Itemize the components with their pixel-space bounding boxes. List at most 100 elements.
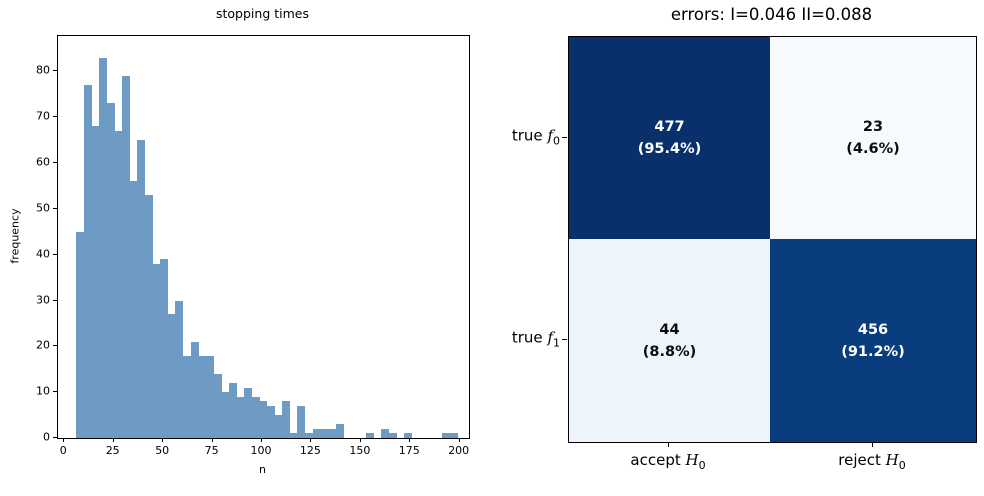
hist-bar xyxy=(114,130,123,438)
cm-cell-percent: (8.8%) xyxy=(642,343,697,360)
y-tick xyxy=(53,116,57,118)
hist-bar xyxy=(213,373,222,438)
y-tick xyxy=(53,207,57,209)
cm-col-tick xyxy=(668,442,669,447)
hist-bars-layer xyxy=(58,36,469,438)
hist-bar xyxy=(121,75,130,438)
x-tick xyxy=(162,438,164,442)
hist-bar xyxy=(83,85,92,438)
cm-col-label-symbol: H xyxy=(885,451,899,469)
cm-row-tick xyxy=(562,339,567,340)
hist-bar xyxy=(106,103,115,438)
cm-col-label-symbol: H xyxy=(685,451,699,469)
y-tick-label: 80 xyxy=(36,63,50,77)
x-tick xyxy=(310,438,312,442)
hist-title: stopping times xyxy=(216,6,309,21)
hist-bar xyxy=(152,263,161,438)
hist-bar xyxy=(99,57,108,438)
hist-bar xyxy=(259,401,268,438)
hist-bar xyxy=(297,405,306,438)
y-tick-label: 60 xyxy=(36,155,50,169)
hist-bar xyxy=(328,428,336,438)
y-tick-label: 20 xyxy=(36,338,50,352)
cm-cell-true-f1-accept: 44 (8.8%) xyxy=(569,239,770,442)
cm-row-label-subscript: 1 xyxy=(553,336,560,350)
x-tick xyxy=(261,438,262,442)
hist-bar xyxy=(305,433,314,438)
x-tick-label: 125 xyxy=(299,444,321,457)
hist-bar xyxy=(236,396,245,438)
hist-bar xyxy=(167,314,176,438)
cm-col-label-text: accept xyxy=(630,451,686,469)
hist-bar xyxy=(183,355,191,438)
hist-axes xyxy=(57,35,470,439)
cm-cell-true-f0-accept: 477 (95.4%) xyxy=(569,37,770,239)
hist-bar xyxy=(289,433,298,438)
hist-bar xyxy=(129,181,138,438)
hist-bar xyxy=(312,428,321,438)
y-tick-label: 30 xyxy=(36,293,50,306)
x-tick xyxy=(211,438,213,442)
x-tick-label: 25 xyxy=(105,444,120,457)
x-tick-label: 175 xyxy=(398,444,420,457)
y-tick xyxy=(53,70,57,72)
hist-x-axis-label: n xyxy=(259,463,266,476)
hist-bar xyxy=(266,405,275,438)
hist-bar xyxy=(205,355,214,438)
cm-cell-count: 44 xyxy=(659,321,680,338)
x-tick xyxy=(112,438,114,442)
x-tick-label: 50 xyxy=(155,444,170,457)
y-tick-label: 10 xyxy=(36,384,50,398)
cm-col-tick xyxy=(872,442,873,447)
y-tick-label: 40 xyxy=(36,247,50,261)
x-tick-label: 0 xyxy=(59,444,67,457)
cm-col-label-text: reject xyxy=(838,451,886,469)
x-tick xyxy=(359,438,361,442)
hist-bar xyxy=(450,433,459,438)
hist-bar xyxy=(320,428,329,438)
y-tick xyxy=(53,437,57,438)
cm-cell-count: 456 xyxy=(857,321,889,338)
cm-col-label-subscript: 0 xyxy=(698,459,706,472)
hist-bar xyxy=(137,140,146,438)
cm-axes: 477 (95.4%) 23 (4.6%) 44 (8.8%) 456 (91.… xyxy=(568,36,977,443)
hist-bar xyxy=(244,387,253,438)
cm-cell-true-f0-reject: 23 (4.6%) xyxy=(770,37,976,239)
hist-bar xyxy=(91,126,100,438)
cm-row-label-true-f1: true f1 xyxy=(420,329,560,350)
hist-bar xyxy=(144,195,153,438)
hist-bar xyxy=(221,392,230,438)
hist-bar xyxy=(190,341,199,438)
hist-bar xyxy=(198,355,207,438)
cm-col-label-accept-h0: accept H0 xyxy=(568,451,768,472)
cm-row-tick xyxy=(562,137,567,138)
y-tick-label: 50 xyxy=(36,201,50,215)
hist-bar xyxy=(404,433,413,438)
cm-cell-percent: (91.2%) xyxy=(841,343,905,360)
x-tick xyxy=(63,438,65,442)
hist-bar xyxy=(228,383,237,438)
x-tick-label: 150 xyxy=(349,444,371,457)
y-tick xyxy=(53,345,57,347)
x-tick-label: 100 xyxy=(250,444,272,457)
hist-bar xyxy=(76,231,85,438)
hist-bar xyxy=(335,424,344,438)
cm-cell-percent: (4.6%) xyxy=(846,141,900,157)
x-tick xyxy=(458,438,460,442)
hist-bar xyxy=(251,396,260,438)
cm-col-label-reject-h0: reject H0 xyxy=(772,451,972,472)
cm-row-label-subscript: 0 xyxy=(553,134,560,148)
hist-bar xyxy=(160,259,169,438)
cm-row-label-symbol: f xyxy=(547,126,553,145)
hist-bar xyxy=(381,428,390,438)
y-tick xyxy=(53,253,57,255)
cm-col-label-subscript: 0 xyxy=(898,459,906,472)
cm-cell-percent: (95.4%) xyxy=(637,141,702,157)
x-tick-label: 200 xyxy=(448,444,470,457)
y-tick xyxy=(53,162,57,163)
y-tick xyxy=(53,391,57,393)
